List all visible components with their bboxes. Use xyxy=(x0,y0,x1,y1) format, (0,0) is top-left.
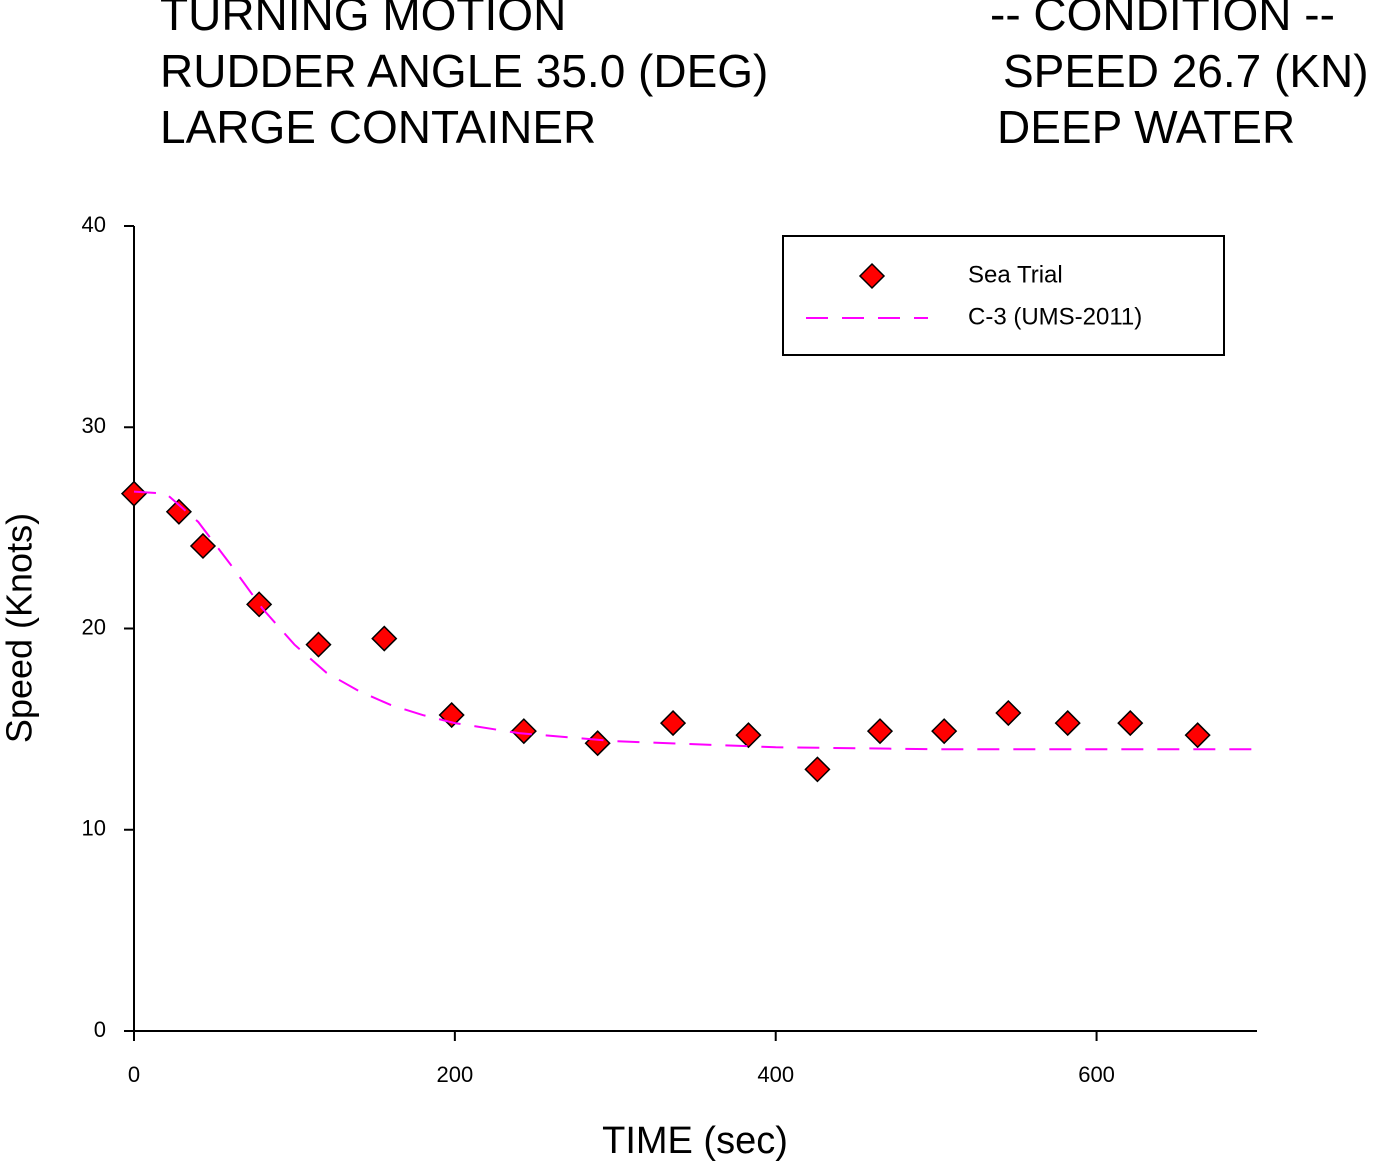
data-point xyxy=(659,710,687,737)
legend-box xyxy=(782,235,1225,356)
data-point xyxy=(1054,710,1081,737)
header-right: SPEED 26.7 (KN) xyxy=(1003,45,1369,97)
data-point xyxy=(584,730,611,757)
x-tick-label: 200 xyxy=(436,1062,473,1087)
legend: Sea Trial C-3 (UMS-2011) xyxy=(782,235,1225,356)
x-axis-label: TIME (sec) xyxy=(602,1120,788,1162)
data-point xyxy=(931,718,958,745)
legend-label: C-3 (UMS-2011) xyxy=(968,303,1142,330)
data-line xyxy=(133,490,1257,751)
legend-marker xyxy=(858,262,886,290)
y-tick-label: 0 xyxy=(94,1017,106,1042)
legend-label: Sea Trial xyxy=(968,261,1063,288)
header-left: LARGE CONTAINER xyxy=(160,101,596,153)
data-point xyxy=(866,718,894,745)
header-right: -- CONDITION -- xyxy=(990,0,1335,40)
data-point xyxy=(995,699,1022,727)
data-point xyxy=(305,631,332,658)
data-point xyxy=(1117,710,1144,737)
data-point xyxy=(165,498,192,525)
data-point xyxy=(189,532,217,560)
data-point xyxy=(371,625,398,652)
header: TURNING MOTION RUDDER ANGLE 35.0 (DEG) L… xyxy=(160,0,1369,153)
y-tick-label: 10 xyxy=(82,816,106,841)
data-point xyxy=(510,718,537,745)
y-tick-label: 40 xyxy=(82,212,106,237)
x-tick-label: 0 xyxy=(128,1062,140,1087)
y-axis-label: Speed (Knots) xyxy=(0,513,40,743)
y-tick-label: 20 xyxy=(82,614,106,639)
y-tick-label: 30 xyxy=(82,413,106,438)
data-point xyxy=(804,756,831,783)
data-point xyxy=(735,722,762,749)
data-point xyxy=(120,480,148,507)
header-right: DEEP WATER xyxy=(997,101,1295,153)
x-tick-label: 400 xyxy=(757,1062,794,1087)
x-tick-label: 600 xyxy=(1078,1062,1115,1087)
data-point xyxy=(1184,722,1211,749)
header-left: RUDDER ANGLE 35.0 (DEG) xyxy=(160,45,768,97)
header-left: TURNING MOTION xyxy=(160,0,566,40)
